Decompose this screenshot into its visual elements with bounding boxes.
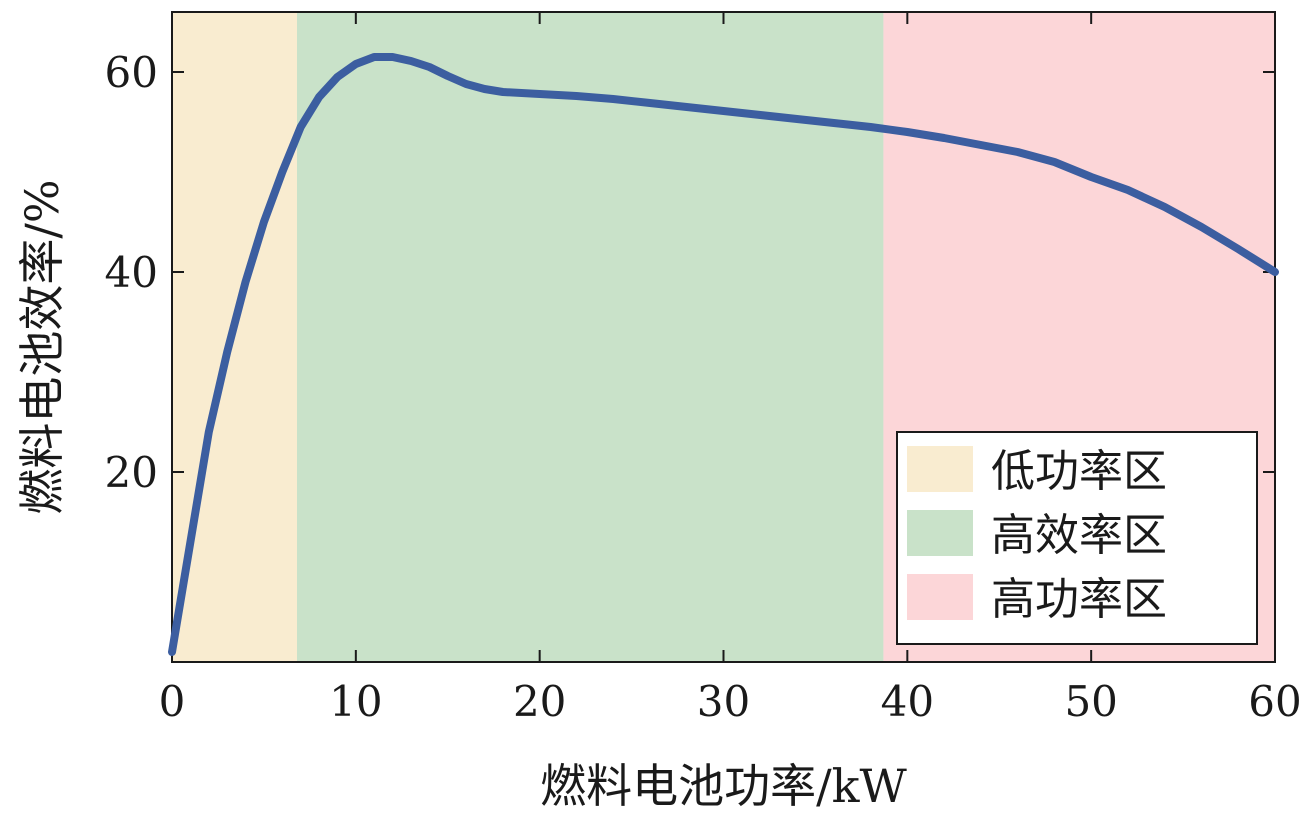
x-tick-label: 30 xyxy=(697,677,750,726)
legend: 低功率区 高效率区 高功率区 xyxy=(896,431,1258,645)
x-tick-label: 0 xyxy=(159,677,186,726)
x-axis-title: 燃料电池功率/kW xyxy=(540,759,907,813)
x-tick-label: 40 xyxy=(881,677,934,726)
y-axis-title: 燃料电池效率/% xyxy=(15,179,69,514)
legend-label-low-power: 低功率区 xyxy=(991,446,1167,497)
x-tick-label: 50 xyxy=(1064,677,1117,726)
y-tick-label: 20 xyxy=(105,448,158,497)
x-tick-label: 60 xyxy=(1248,677,1299,726)
legend-swatch-high-power xyxy=(907,574,973,620)
x-tick-label: 20 xyxy=(513,677,566,726)
axis-ticks: 0 10 20 30 40 50 60 20 40 60 xyxy=(105,12,1299,726)
legend-swatch-low-power xyxy=(907,446,973,492)
legend-label-high-power: 高功率区 xyxy=(991,574,1167,625)
x-tick-label: 10 xyxy=(329,677,382,726)
legend-swatch-high-efficiency xyxy=(907,510,973,556)
y-tick-label: 60 xyxy=(105,48,158,97)
efficiency-curve xyxy=(168,53,1279,656)
region-band-1 xyxy=(297,12,884,662)
legend-label-high-efficiency: 高效率区 xyxy=(991,510,1167,561)
y-tick-label: 40 xyxy=(105,248,158,297)
